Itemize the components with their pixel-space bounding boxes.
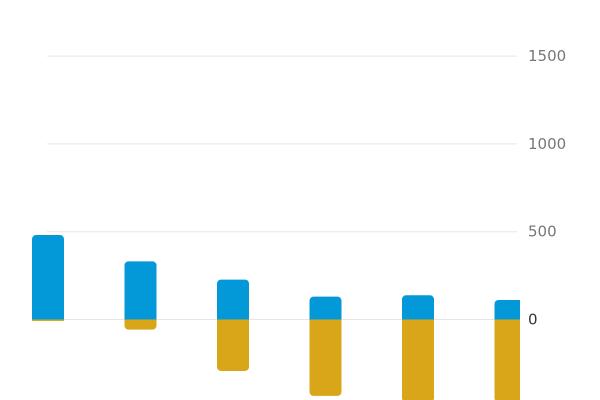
bars xyxy=(32,235,520,400)
bar-positive-4 xyxy=(309,296,342,320)
bar-joint xyxy=(309,319,342,324)
bar-negative-4 xyxy=(309,319,342,396)
y-tick-label: 0 xyxy=(528,311,538,329)
bar-joint xyxy=(32,319,64,321)
y-tick-label: 500 xyxy=(528,223,557,241)
y-axis-ticks: 0 500 1000 1500 xyxy=(528,47,566,328)
bar-joint xyxy=(217,315,249,320)
bar-positive-1 xyxy=(32,235,64,320)
bar-positive-2 xyxy=(124,261,157,320)
bar-joint xyxy=(402,319,434,324)
y-tick-label: 1000 xyxy=(528,135,566,153)
bar-joint xyxy=(494,315,520,320)
bar-joint xyxy=(32,315,64,320)
bar-joint xyxy=(124,319,157,324)
bar-positive-6 xyxy=(494,300,520,320)
bar-negative-5 xyxy=(402,319,434,400)
bar-positive-5 xyxy=(402,295,434,320)
bar-positive-3 xyxy=(217,279,249,320)
bar-joint xyxy=(494,319,520,324)
gridlines xyxy=(47,55,517,320)
bar-joint xyxy=(217,319,249,324)
bar-negative-3 xyxy=(217,319,249,371)
bar-joint xyxy=(402,315,434,320)
y-tick-label: 1500 xyxy=(528,47,566,65)
bar-joint xyxy=(309,315,342,320)
bar-joint xyxy=(124,315,157,320)
bar-negative-6 xyxy=(494,319,520,400)
